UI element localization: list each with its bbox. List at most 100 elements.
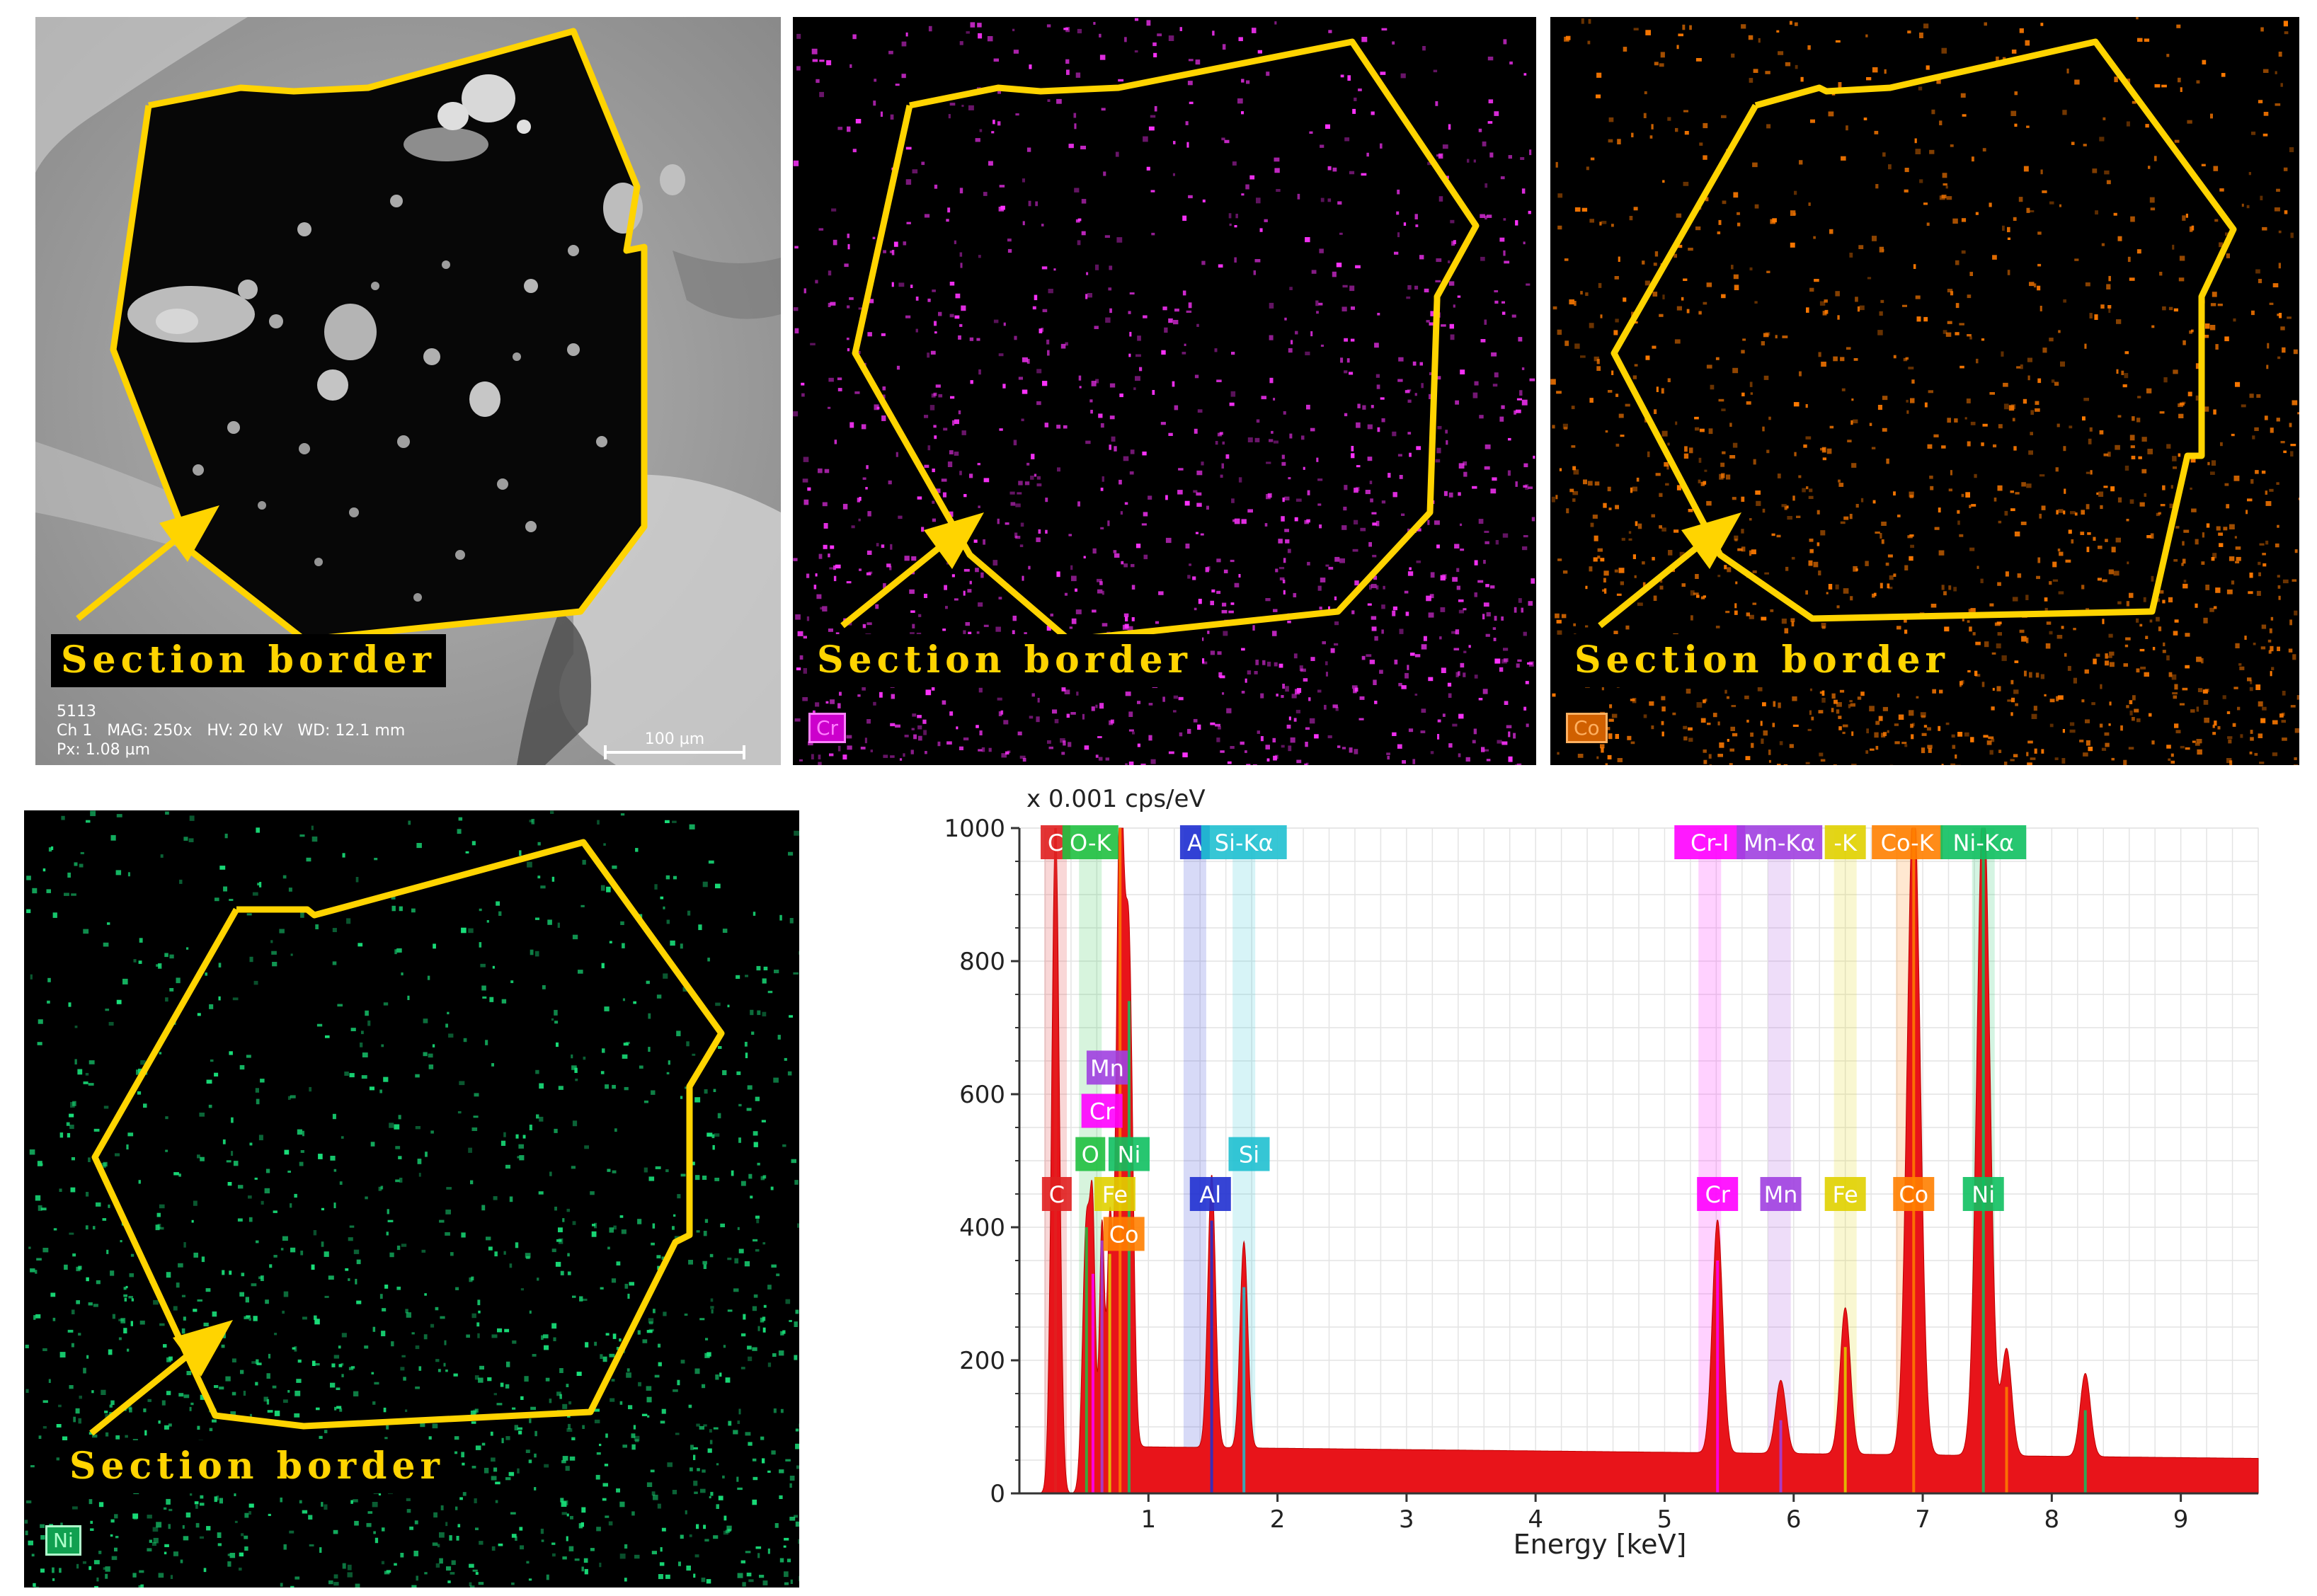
map-speckle xyxy=(866,719,871,724)
map-speckle xyxy=(2182,583,2188,589)
map-speckle xyxy=(1189,563,1191,566)
map-speckle xyxy=(1809,549,1814,553)
map-speckle xyxy=(797,1223,799,1228)
map-speckle xyxy=(959,471,962,476)
map-speckle xyxy=(1351,453,1355,459)
map-speckle xyxy=(115,1435,120,1440)
map-speckle xyxy=(2029,282,2035,287)
map-speckle xyxy=(2088,438,2092,444)
map-speckle xyxy=(88,1157,91,1162)
map-speckle xyxy=(918,614,922,617)
map-speckle xyxy=(2175,526,2180,529)
map-speckle xyxy=(274,1411,280,1416)
scale-bar-label: 100 µm xyxy=(644,730,705,748)
map-speckle xyxy=(341,1333,347,1338)
map-speckle xyxy=(771,1450,776,1455)
map-speckle xyxy=(1665,483,1669,486)
map-speckle xyxy=(1325,564,1329,567)
map-speckle xyxy=(2136,618,2139,623)
map-speckle xyxy=(101,1389,106,1395)
map-speckle xyxy=(2037,285,2041,291)
map-speckle xyxy=(656,1255,661,1258)
map-speckle xyxy=(1165,495,1168,500)
map-speckle xyxy=(2174,723,2179,728)
map-speckle xyxy=(1790,242,1795,248)
map-speckle xyxy=(1950,144,1954,147)
map-speckle xyxy=(2136,718,2141,723)
map-speckle xyxy=(1526,723,1529,728)
map-speckle xyxy=(518,1430,522,1435)
map-speckle xyxy=(104,1411,108,1413)
map-speckle xyxy=(454,1451,458,1454)
map-speckle xyxy=(1219,675,1225,679)
map-speckle xyxy=(547,919,552,925)
map-speckle xyxy=(1955,303,1960,309)
map-speckle xyxy=(1952,745,1956,749)
map-speckle xyxy=(613,1225,617,1230)
co-map-tag: Co xyxy=(1566,713,1608,743)
map-speckle xyxy=(1197,724,1201,730)
map-speckle xyxy=(1160,422,1166,425)
map-speckle xyxy=(1230,602,1235,605)
map-speckle xyxy=(1296,688,1302,693)
map-speckle xyxy=(554,1021,559,1024)
map-speckle xyxy=(816,79,820,84)
map-speckle xyxy=(1229,223,1232,226)
map-speckle xyxy=(2275,103,2281,106)
map-speckle xyxy=(1343,506,1347,511)
map-speckle xyxy=(2179,256,2185,261)
map-speckle xyxy=(248,1317,251,1321)
map-speckle xyxy=(760,1436,765,1440)
map-speckle xyxy=(1684,131,1689,135)
map-speckle xyxy=(1434,520,1440,525)
map-speckle xyxy=(1805,436,1812,440)
map-speckle xyxy=(2171,674,2177,680)
map-speckle xyxy=(446,1566,452,1571)
map-speckle xyxy=(1975,212,1979,215)
map-speckle xyxy=(1352,549,1358,552)
map-speckle xyxy=(70,1187,76,1193)
map-speckle xyxy=(1022,178,1025,183)
map-speckle xyxy=(793,160,799,166)
map-speckle xyxy=(457,829,462,834)
map-speckle xyxy=(1828,111,1834,117)
map-speckle xyxy=(1770,219,1775,224)
map-speckle xyxy=(115,1153,120,1156)
map-speckle xyxy=(350,1028,356,1031)
map-speckle xyxy=(1299,665,1303,671)
map-speckle xyxy=(230,1411,236,1416)
map-speckle xyxy=(535,917,539,920)
map-speckle xyxy=(2191,225,2195,231)
map-speckle xyxy=(395,1146,401,1149)
map-speckle xyxy=(1087,293,1092,298)
map-speckle xyxy=(582,1425,585,1429)
map-speckle xyxy=(396,1286,401,1290)
map-speckle xyxy=(109,1404,113,1408)
map-speckle xyxy=(680,1096,683,1099)
map-speckle xyxy=(1698,479,1701,483)
map-speckle xyxy=(1831,693,1836,699)
map-speckle xyxy=(1991,706,1995,711)
map-speckle xyxy=(399,906,403,912)
map-speckle xyxy=(338,1345,341,1349)
map-speckle xyxy=(124,1297,127,1302)
map-speckle xyxy=(1392,41,1395,45)
map-speckle xyxy=(391,905,396,912)
map-speckle xyxy=(2277,314,2281,316)
map-speckle xyxy=(1630,487,1633,493)
map-speckle xyxy=(1128,311,1131,314)
map-speckle xyxy=(1984,641,1989,648)
map-speckle xyxy=(246,1315,251,1318)
map-speckle xyxy=(152,1527,159,1532)
map-speckle xyxy=(1712,713,1717,718)
peak-label-al: Al xyxy=(1199,1181,1221,1208)
map-speckle xyxy=(479,1541,484,1545)
top-label-cri-box xyxy=(1674,825,1746,859)
map-speckle xyxy=(225,1376,231,1382)
map-speckle xyxy=(364,1345,369,1349)
map-speckle xyxy=(1528,661,1534,667)
map-speckle xyxy=(837,703,841,708)
map-speckle xyxy=(33,1583,36,1587)
map-speckle xyxy=(69,1113,74,1118)
map-speckle xyxy=(165,1149,168,1152)
